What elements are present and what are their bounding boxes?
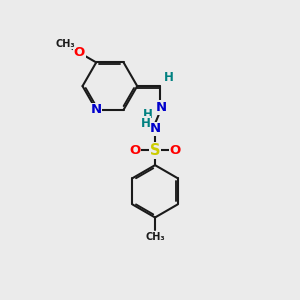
Text: N: N xyxy=(150,122,161,135)
Text: H: H xyxy=(143,107,153,121)
Text: H: H xyxy=(164,71,174,84)
Text: O: O xyxy=(169,144,181,157)
Text: CH₃: CH₃ xyxy=(145,232,165,242)
Text: N: N xyxy=(91,103,102,116)
Text: H: H xyxy=(141,117,151,130)
Text: S: S xyxy=(150,143,160,158)
Text: O: O xyxy=(129,144,140,157)
Text: CH₃: CH₃ xyxy=(56,39,75,49)
Text: O: O xyxy=(74,46,85,59)
Text: N: N xyxy=(155,101,167,114)
